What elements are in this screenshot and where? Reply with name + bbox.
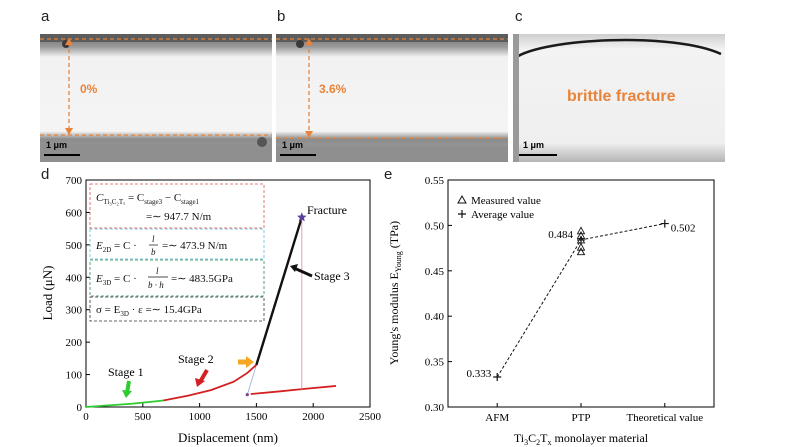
d-series-stage-2 (163, 364, 257, 402)
fracture-label: brittle fracture (567, 88, 676, 105)
legend-average-marker (458, 210, 466, 218)
eq1-value: =∼ 947.7 N/m (146, 211, 212, 223)
eq3-value: =∼ 483.5GPa (171, 273, 233, 285)
measured-marker (576, 226, 586, 235)
eq1-text: CTi₃C₂Tₓ = Cstage3 − Cstage1 (96, 192, 200, 206)
legend-measured-label: Measured value (471, 195, 541, 207)
eq-box-3 (89, 259, 265, 297)
d-xtick-label: 1000 (189, 411, 212, 423)
measured-marker (576, 247, 586, 256)
scale-bar-label-b: 1 μm (282, 140, 304, 150)
legend: Measured value Average value (457, 194, 541, 221)
legend-measured-marker (457, 194, 467, 204)
e-ytick-label: 0.55 (425, 175, 445, 187)
d-xtick-label: 1500 (245, 411, 268, 423)
measured-marker (576, 242, 586, 251)
d-ytick-label: 0 (77, 402, 83, 414)
eq-box-2 (89, 228, 265, 260)
d-ylabel: Load (μN) (40, 266, 55, 321)
eq2-value: =∼ 473.9 N/m (162, 240, 228, 252)
strain-label-b: 3.6% (319, 82, 347, 96)
panel-letter-c: c (515, 8, 523, 25)
eq4-text: σ = E3D · ε =∼ 15.4GPa (96, 304, 202, 318)
e-xlabel: Ti3C2Tx monolayer material (514, 431, 649, 447)
e-ytick-label: 0.45 (425, 266, 445, 278)
micrograph-c: brittle fracture 1 μm (513, 34, 725, 162)
d-series-curve-3 (250, 385, 337, 395)
unload-connector (246, 364, 257, 395)
scale-bar-label-c: 1 μm (523, 140, 545, 150)
eq2-num: l (152, 234, 155, 244)
stage3-arrow (293, 266, 313, 278)
eq-box-4 (89, 296, 265, 322)
panel-letter-a: a (41, 8, 50, 25)
e-ytick-label: 0.35 (425, 357, 445, 369)
e-xtick-label: AFM (485, 412, 509, 424)
d-ytick-label: 100 (66, 370, 83, 382)
d-ytick-label: 600 (66, 207, 83, 219)
eq3-num: l (156, 266, 159, 276)
stage1-annotation: Stage 1 (108, 365, 144, 379)
d-series-stage-3 (255, 216, 303, 366)
e-ytick-label: 0.50 (425, 220, 445, 232)
e-xtick-label: PTP (572, 412, 591, 424)
average-value-label: 0.502 (671, 223, 696, 235)
d-ytick-label: 200 (66, 337, 83, 349)
average-value-label: 0.333 (466, 368, 491, 380)
panel-letter-e: e (384, 166, 393, 183)
d-ytick-label: 500 (66, 240, 83, 252)
d-ytick-label: 700 (66, 175, 83, 187)
eq2-text: E2D = C · (95, 240, 137, 254)
d-xlabel: Displacement (nm) (178, 430, 278, 445)
d-series-stage-1 (85, 399, 164, 408)
panel-letter-b: b (277, 8, 286, 25)
micrograph-b: 3.6% 1 μm (276, 34, 508, 162)
strain-label-a: 0% (80, 82, 98, 96)
average-value-label: 0.484 (548, 229, 573, 241)
average-trend-line (496, 223, 665, 378)
d-xtick-label: 2000 (302, 411, 325, 423)
load-displacement-chart: 0 500 1000 1500 2000 2500 0 100 200 300 400 500 600… (40, 175, 382, 445)
eq3-text: E3D = C · (95, 273, 137, 287)
d-ytick-label: 400 (66, 272, 83, 284)
fracture-star (297, 212, 307, 222)
scale-bar-label-a: 1 μm (46, 140, 68, 150)
e-ytick-label: 0.40 (425, 311, 445, 323)
d-ytick-label: 300 (66, 305, 83, 317)
average-marker (577, 235, 585, 244)
e-xtick-label: Theoretical value (626, 412, 703, 424)
eq3-den: b · h (148, 280, 164, 290)
d-xtick-label: 0 (83, 411, 89, 423)
eq2-den: b (151, 247, 156, 257)
unload-point (245, 393, 249, 397)
panel-letter-d: d (41, 166, 50, 183)
fracture-annotation: Fracture (307, 203, 347, 217)
average-marker (660, 219, 669, 228)
stage3-annotation: Stage 3 (314, 269, 350, 283)
d-xtick-label: 2500 (359, 411, 382, 423)
e-ytick-label: 0.30 (425, 402, 445, 414)
d-xtick-label: 500 (135, 411, 152, 423)
legend-average-label: Average value (471, 209, 534, 221)
youngs-modulus-chart: AFM PTP Theoretical value 0.30 0.35 0.40 0.45… (387, 175, 715, 447)
average-marker (493, 373, 502, 382)
e-ylabel: Young's modulus EYoung (TPa) (387, 221, 403, 365)
stage2-annotation: Stage 2 (178, 352, 214, 366)
micrograph-a: 0% 1 μm (40, 34, 272, 162)
eq-box-1 (89, 183, 265, 229)
